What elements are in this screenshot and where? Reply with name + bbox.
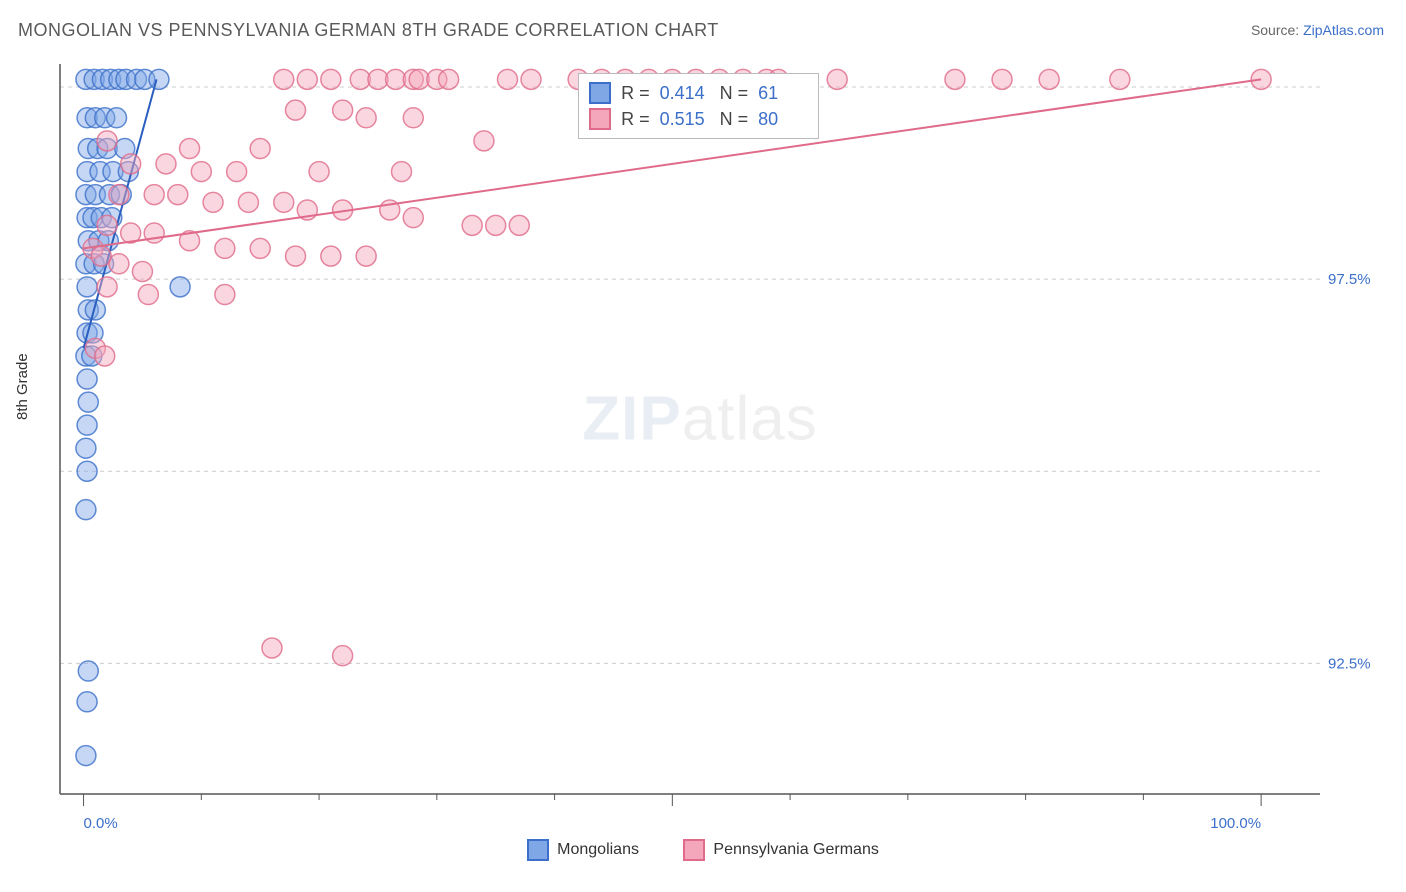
svg-text:97.5%: 97.5% [1328, 271, 1371, 288]
source-prefix: Source: [1251, 22, 1303, 38]
svg-text:100.0%: 100.0% [1210, 815, 1261, 832]
source-attribution: Source: ZipAtlas.com [1251, 22, 1384, 38]
chart-container: ZIPatlas 92.5%97.5%0.0%100.0% R =0.414N … [50, 54, 1350, 814]
legend-swatch [527, 839, 549, 861]
chart-title: MONGOLIAN VS PENNSYLVANIA GERMAN 8TH GRA… [18, 20, 719, 41]
legend-label: Pennsylvania Germans [713, 841, 878, 859]
scatter-chart: 92.5%97.5%0.0%100.0% [50, 54, 1350, 814]
correlation-stats-box: R =0.414N =61R =0.515N =80 [578, 73, 819, 139]
source-link[interactable]: ZipAtlas.com [1303, 22, 1384, 38]
legend-item-pennsylvania-germans: Pennsylvania Germans [683, 839, 878, 861]
legend-swatch [683, 839, 705, 861]
y-axis-label: 8th Grade [14, 353, 31, 420]
legend-item-mongolians: Mongolians [527, 839, 639, 861]
legend-label: Mongolians [557, 841, 639, 859]
svg-text:0.0%: 0.0% [84, 815, 118, 832]
bottom-legend: Mongolians Pennsylvania Germans [0, 839, 1406, 866]
svg-text:92.5%: 92.5% [1328, 655, 1371, 672]
